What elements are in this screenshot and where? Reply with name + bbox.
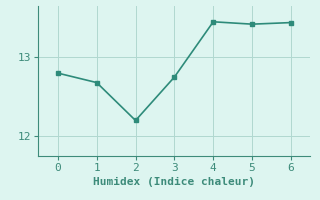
- X-axis label: Humidex (Indice chaleur): Humidex (Indice chaleur): [93, 177, 255, 187]
